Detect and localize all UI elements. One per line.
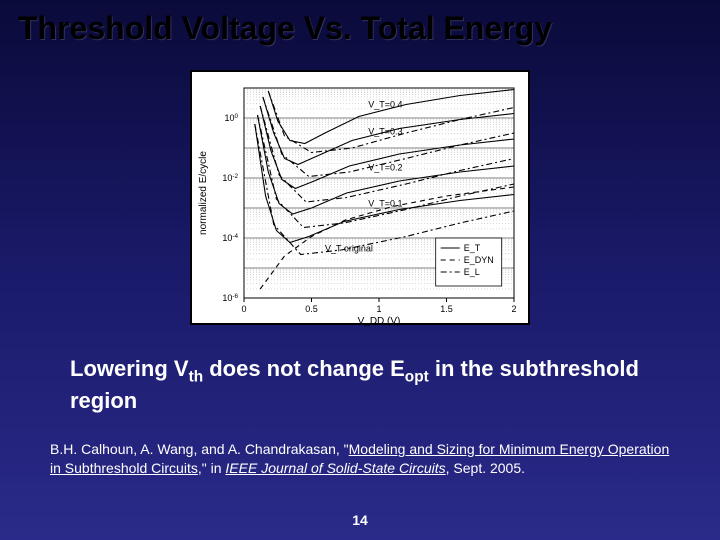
svg-text:V_DD (V): V_DD (V): [358, 316, 401, 327]
svg-text:V_T=0.3: V_T=0.3: [368, 127, 402, 137]
svg-text:normalized E/cycle: normalized E/cycle: [198, 151, 209, 235]
chart-svg: 10-6 10-4 10-2 100 0 0.5 1 1.5 2 V_DD (V) normaliz…: [192, 72, 532, 327]
svg-text:1: 1: [376, 304, 381, 314]
body-mid: does not change E: [203, 356, 405, 381]
svg-text:V_T=0.1: V_T=0.1: [368, 199, 402, 209]
svg-text:0.5: 0.5: [305, 304, 318, 314]
svg-text:1.5: 1.5: [440, 304, 453, 314]
svg-text:2: 2: [511, 304, 516, 314]
svg-text:E_T: E_T: [464, 243, 481, 253]
citation-authors: B.H. Calhoun, A. Wang, and A. Chandrakas…: [50, 441, 349, 457]
body-sub2: opt: [405, 368, 429, 385]
svg-text:10-4: 10-4: [222, 233, 238, 244]
citation-journal: IEEE Journal of Solid-State Circuits: [225, 460, 445, 476]
body-sub1: th: [189, 368, 204, 385]
svg-text:E_DYN: E_DYN: [464, 255, 494, 265]
citation-mid: ," in: [198, 460, 226, 476]
citation: B.H. Calhoun, A. Wang, and A. Chandrakas…: [50, 440, 680, 478]
svg-text:100: 100: [224, 113, 238, 124]
svg-text:V_T=0.4: V_T=0.4: [368, 100, 402, 110]
citation-tail: , Sept. 2005.: [446, 460, 525, 476]
page-number: 14: [0, 512, 720, 528]
body-prefix: Lowering V: [70, 356, 189, 381]
svg-text:10-6: 10-6: [222, 293, 238, 304]
chart-figure: 10-6 10-4 10-2 100 0 0.5 1 1.5 2 V_DD (V) normaliz…: [190, 70, 530, 325]
svg-text:E_L: E_L: [464, 267, 480, 277]
svg-text:V_T=0.2: V_T=0.2: [368, 163, 402, 173]
svg-text:10-2: 10-2: [222, 173, 238, 184]
slide-body: Lowering Vth does not change Eopt in the…: [70, 355, 670, 414]
slide-title: Threshold Voltage Vs. Total Energy: [18, 10, 552, 47]
svg-text:0: 0: [241, 304, 246, 314]
svg-text:V_T original: V_T original: [325, 244, 373, 254]
